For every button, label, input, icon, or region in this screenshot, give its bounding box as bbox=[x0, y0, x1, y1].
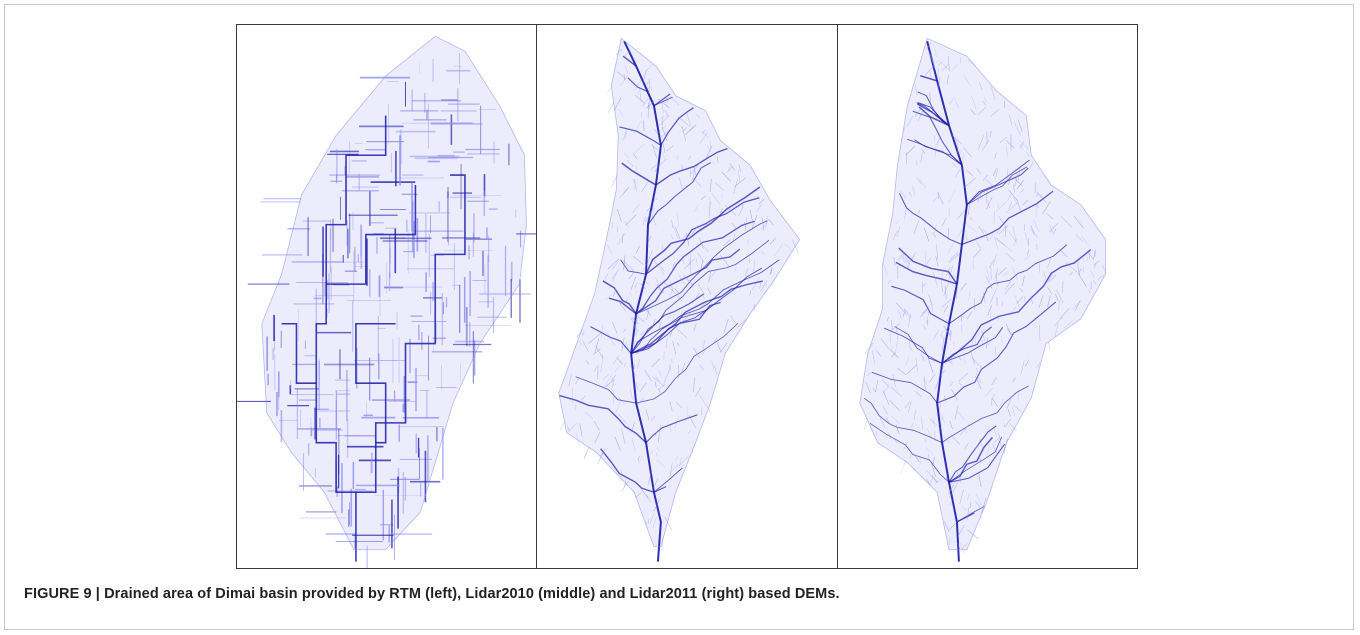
basin-outline bbox=[558, 37, 801, 548]
figure-frame bbox=[4, 4, 1354, 630]
channel-network bbox=[237, 53, 537, 568]
panel-middle bbox=[536, 24, 838, 569]
drained-area-map-lidar2010 bbox=[558, 37, 801, 562]
basin-area bbox=[261, 36, 527, 550]
basin-outline bbox=[261, 35, 527, 551]
figure-panels bbox=[236, 24, 1138, 569]
panel-left bbox=[236, 24, 538, 569]
drained-area-map-lidar2011 bbox=[859, 37, 1107, 562]
panel-right bbox=[836, 24, 1138, 569]
basin-area bbox=[859, 38, 1106, 550]
drained-area-map-rtm bbox=[237, 35, 537, 568]
channel-network bbox=[863, 41, 1107, 562]
figure-caption: FIGURE 9 | Drained area of Dimai basin p… bbox=[24, 586, 840, 602]
channel-network bbox=[559, 40, 800, 562]
basin-outline bbox=[859, 37, 1106, 551]
